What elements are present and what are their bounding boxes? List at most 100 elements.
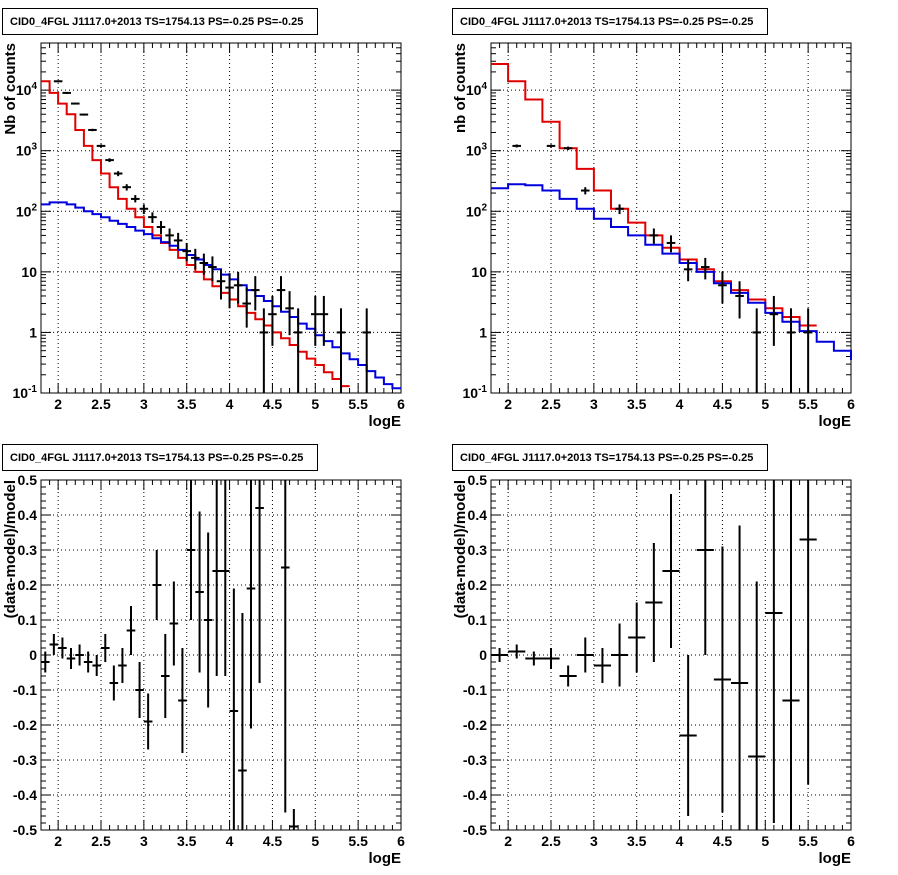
data-point xyxy=(148,212,157,224)
y-tick-label: 104 xyxy=(16,81,38,98)
data-point xyxy=(251,276,260,311)
x-tick-label: 3 xyxy=(590,396,598,412)
y-tick-label: 10-1 xyxy=(463,384,488,401)
data-point xyxy=(649,228,659,244)
x-tick-label: 2.5 xyxy=(91,396,111,412)
data-point xyxy=(512,144,521,148)
data-point xyxy=(139,204,149,215)
data-point xyxy=(281,480,290,813)
data-point xyxy=(731,525,749,830)
data-point xyxy=(336,308,346,393)
data-point xyxy=(173,232,183,249)
y-tick-label: 0.5 xyxy=(468,472,488,488)
data-point xyxy=(109,665,119,701)
data-point xyxy=(666,235,676,253)
data-point xyxy=(131,195,140,203)
x-tick-label: 6 xyxy=(397,396,405,412)
x-tick-label: 2 xyxy=(54,396,62,412)
data-point xyxy=(62,91,71,94)
title-box xyxy=(452,444,768,471)
x-tick-label: 2 xyxy=(54,833,62,849)
x-tick-label: 5.5 xyxy=(348,396,368,412)
x-tick-label: 6 xyxy=(847,396,855,412)
y-tick-label: -0.5 xyxy=(463,822,487,838)
data-point xyxy=(748,581,766,830)
data-point xyxy=(718,271,727,304)
data-point xyxy=(118,648,127,683)
data-point xyxy=(593,648,611,683)
chart-title: CID0_4FGL J1117.0+2013 TS=1754.13 PS=-0.… xyxy=(460,16,753,28)
y-tick-label: 0.1 xyxy=(468,612,488,628)
x-tick-label: 3.5 xyxy=(627,833,647,849)
data-point xyxy=(49,634,59,655)
y-tick-label: -0.3 xyxy=(463,752,487,768)
x-tick-label: 6 xyxy=(847,833,855,849)
x-axis-label: logE xyxy=(369,413,402,430)
y-axis-label: (data-model)/model xyxy=(452,480,469,618)
data-point xyxy=(233,271,243,304)
data-point xyxy=(713,546,731,813)
chart-title: CID0_4FGL J1117.0+2013 TS=1754.13 PS=-0.… xyxy=(460,452,753,464)
y-tick-label: 0.5 xyxy=(18,472,38,488)
data-point xyxy=(546,144,556,148)
title-box xyxy=(452,8,768,35)
x-tick-label: 2.5 xyxy=(541,833,561,849)
data-point xyxy=(803,308,813,393)
x-tick-label: 4 xyxy=(226,833,234,849)
y-axis-label: nb of counts xyxy=(452,43,469,133)
y-tick-label: -0.2 xyxy=(463,717,487,733)
data-point xyxy=(542,648,560,669)
data-point xyxy=(563,146,573,150)
data-point xyxy=(225,273,234,309)
chart-title: CID0_4FGL J1117.0+2013 TS=1754.13 PS=-0.… xyxy=(10,452,303,464)
data-point xyxy=(143,693,153,750)
x-tick-label: 4.5 xyxy=(263,396,283,412)
data-point xyxy=(58,637,67,659)
x-tick-label: 3.5 xyxy=(177,833,197,849)
chart-title: CID0_4FGL J1117.0+2013 TS=1754.13 PS=-0.… xyxy=(10,16,303,28)
data-point xyxy=(66,648,76,669)
data-point xyxy=(203,532,213,708)
x-tick-label: 2.5 xyxy=(541,396,561,412)
data-point xyxy=(615,204,624,215)
y-tick-label: 104 xyxy=(466,81,488,98)
data-point xyxy=(362,308,371,393)
data-point xyxy=(161,634,170,718)
x-tick-label: 5.5 xyxy=(798,396,818,412)
data-point xyxy=(293,308,303,393)
data-point xyxy=(679,655,697,816)
data-point xyxy=(735,281,744,319)
data-point xyxy=(101,634,110,662)
data-point xyxy=(311,295,320,346)
data-point xyxy=(178,648,187,753)
data-point xyxy=(135,662,144,718)
x-tick-label: 2 xyxy=(504,833,512,849)
data-point xyxy=(581,187,590,195)
x-tick-label: 3 xyxy=(140,396,148,412)
data-point xyxy=(191,248,200,270)
series-red-histogram xyxy=(41,80,350,388)
x-tick-label: 5 xyxy=(761,396,769,412)
title-box xyxy=(2,8,318,35)
data-point xyxy=(289,809,299,830)
data-point xyxy=(126,606,136,655)
x-axis-label: logE xyxy=(819,413,852,430)
x-tick-label: 4.5 xyxy=(263,833,283,849)
data-point xyxy=(491,648,509,662)
data-point xyxy=(259,308,269,393)
data-point xyxy=(769,295,779,346)
data-point xyxy=(276,276,286,311)
data-point xyxy=(182,242,191,262)
x-tick-label: 5.5 xyxy=(348,833,368,849)
y-tick-label: 1 xyxy=(479,324,487,340)
y-tick-label: 102 xyxy=(16,202,38,219)
data-point xyxy=(92,655,101,676)
x-tick-label: 3 xyxy=(590,833,598,849)
data-point xyxy=(319,295,329,346)
data-point xyxy=(165,228,174,244)
x-tick-label: 6 xyxy=(397,833,405,849)
y-tick-label: 0.3 xyxy=(18,542,38,558)
y-tick-label: -0.2 xyxy=(13,717,37,733)
data-point xyxy=(199,253,209,275)
data-point xyxy=(662,494,680,648)
